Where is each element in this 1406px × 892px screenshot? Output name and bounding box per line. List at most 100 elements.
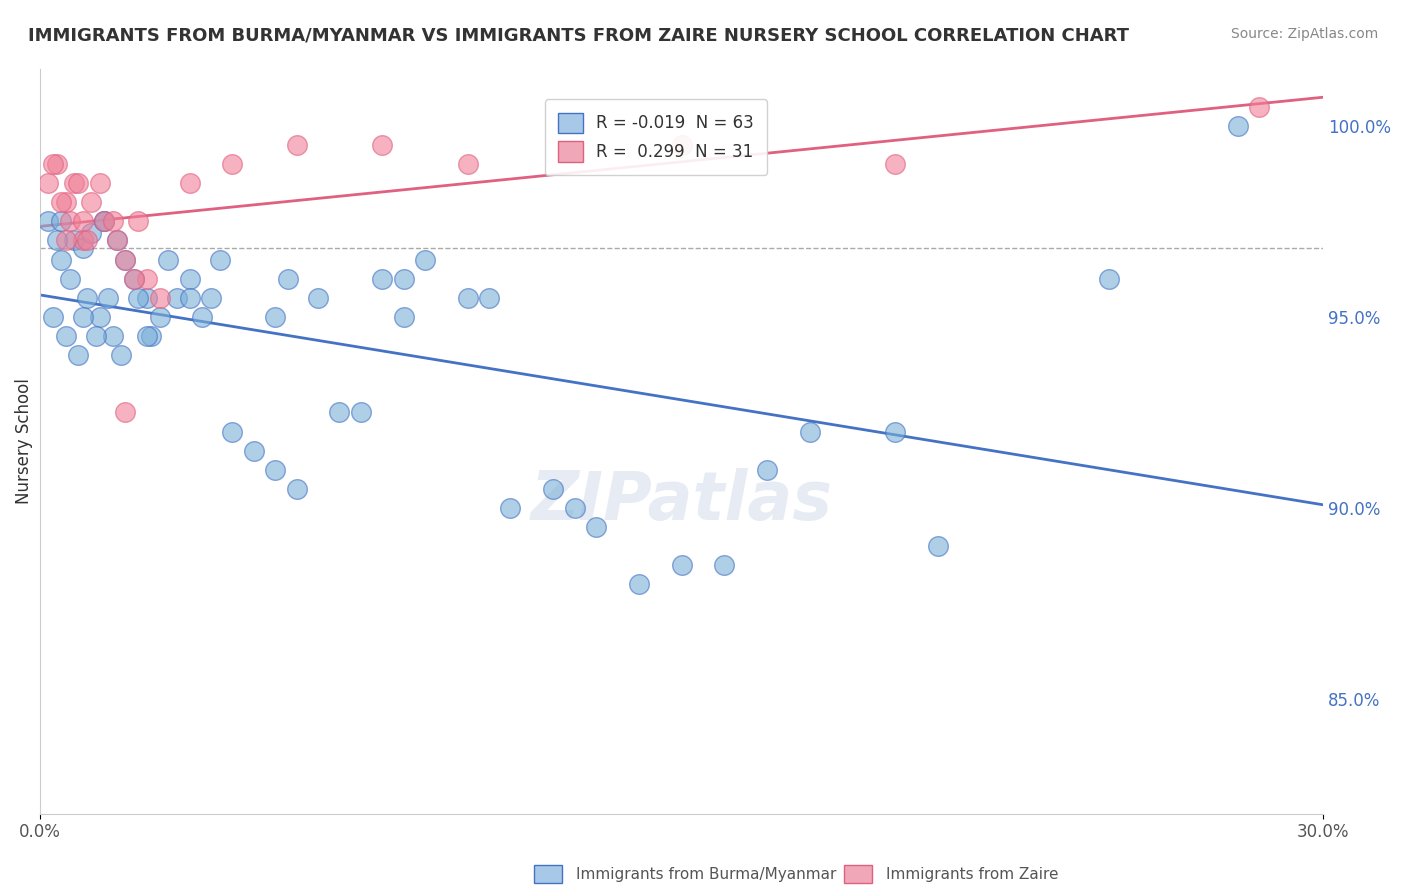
Point <box>884 425 907 439</box>
Point <box>564 500 586 515</box>
Point <box>392 310 415 324</box>
Point <box>200 291 222 305</box>
Point <box>141 329 163 343</box>
Text: ZIPatlas: ZIPatlas <box>530 467 832 533</box>
Point <box>350 405 373 419</box>
Point <box>328 405 350 419</box>
Point <box>37 176 59 190</box>
Point <box>713 558 735 573</box>
Point <box>42 310 65 324</box>
Point <box>93 214 115 228</box>
Point <box>179 271 201 285</box>
Point <box>55 195 77 210</box>
Point <box>51 252 73 267</box>
Point <box>114 405 136 419</box>
Point <box>42 157 65 171</box>
Text: IMMIGRANTS FROM BURMA/MYANMAR VS IMMIGRANTS FROM ZAIRE NURSERY SCHOOL CORRELATIO: IMMIGRANTS FROM BURMA/MYANMAR VS IMMIGRA… <box>28 27 1129 45</box>
Point <box>541 482 564 496</box>
Point <box>63 234 86 248</box>
Point <box>149 291 172 305</box>
Point <box>127 291 149 305</box>
Point <box>72 310 94 324</box>
Point <box>277 271 299 285</box>
Legend: R = -0.019  N = 63, R =  0.299  N = 31: R = -0.019 N = 63, R = 0.299 N = 31 <box>544 99 768 175</box>
Point <box>84 329 107 343</box>
Point <box>884 157 907 171</box>
Point <box>110 348 132 362</box>
Y-axis label: Nursery School: Nursery School <box>15 378 32 504</box>
Point <box>97 291 120 305</box>
Point <box>76 291 98 305</box>
Point <box>149 310 172 324</box>
Point <box>264 463 287 477</box>
Point <box>122 271 145 285</box>
Point <box>135 291 157 305</box>
Point <box>63 176 86 190</box>
Point <box>179 176 201 190</box>
Point <box>59 214 82 228</box>
Point <box>67 176 90 190</box>
Point <box>457 291 479 305</box>
Point <box>243 443 266 458</box>
Point <box>93 214 115 228</box>
Point <box>1226 119 1249 133</box>
Point <box>371 271 394 285</box>
Point <box>478 291 501 305</box>
Point <box>457 157 479 171</box>
Point <box>392 271 415 285</box>
Point <box>671 137 693 152</box>
Point <box>135 271 157 285</box>
Point <box>114 252 136 267</box>
Point <box>627 577 650 591</box>
Point <box>80 195 103 210</box>
Point <box>80 226 103 240</box>
Point <box>799 425 821 439</box>
Point <box>179 291 201 305</box>
Point <box>157 252 180 267</box>
Point <box>371 137 394 152</box>
Point <box>72 214 94 228</box>
Point <box>285 137 308 152</box>
Point <box>264 310 287 324</box>
Point <box>413 252 436 267</box>
Point <box>191 310 214 324</box>
Point <box>122 271 145 285</box>
Point <box>135 329 157 343</box>
Point <box>127 214 149 228</box>
Point <box>927 539 949 553</box>
Text: Immigrants from Burma/Myanmar: Immigrants from Burma/Myanmar <box>576 867 837 881</box>
Point <box>89 310 111 324</box>
Point <box>756 463 779 477</box>
Point <box>51 214 73 228</box>
Point <box>105 234 128 248</box>
Text: Immigrants from Zaire: Immigrants from Zaire <box>886 867 1059 881</box>
Point <box>499 500 522 515</box>
Point <box>166 291 188 305</box>
Point <box>51 195 73 210</box>
Point <box>208 252 231 267</box>
Point <box>1098 271 1121 285</box>
Point <box>59 271 82 285</box>
Point <box>55 234 77 248</box>
Point <box>72 234 94 248</box>
Point <box>55 329 77 343</box>
Text: Source: ZipAtlas.com: Source: ZipAtlas.com <box>1230 27 1378 41</box>
Point <box>72 241 94 255</box>
Point <box>285 482 308 496</box>
Point <box>671 558 693 573</box>
Point <box>101 329 124 343</box>
Point <box>93 214 115 228</box>
Point <box>46 234 69 248</box>
Point <box>89 176 111 190</box>
Point <box>37 214 59 228</box>
Point <box>105 234 128 248</box>
Point <box>221 425 243 439</box>
Point <box>67 348 90 362</box>
Point <box>101 214 124 228</box>
Point <box>307 291 329 305</box>
Point <box>221 157 243 171</box>
Point <box>46 157 69 171</box>
Point <box>76 234 98 248</box>
Point <box>114 252 136 267</box>
Point <box>585 520 607 534</box>
